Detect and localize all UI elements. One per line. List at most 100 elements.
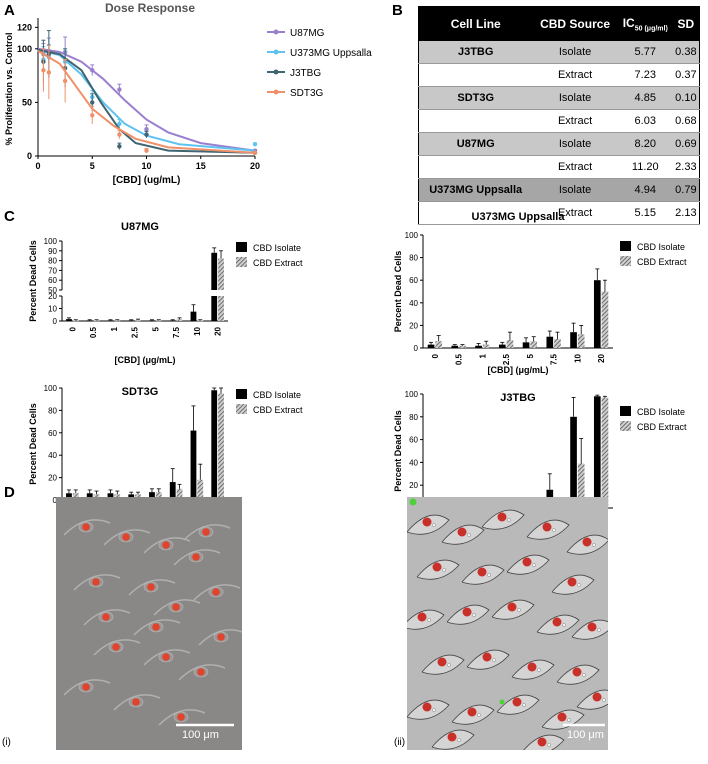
x-tick-label: 5 <box>90 161 95 171</box>
bar <box>218 296 224 321</box>
panel-letter-c: C <box>4 208 15 225</box>
y-tick-label: 100 <box>405 390 419 399</box>
vacuole <box>432 523 436 527</box>
nucleus <box>162 541 170 549</box>
bar <box>169 482 176 500</box>
vacuole <box>597 628 601 632</box>
cell-process <box>128 579 176 596</box>
series-line <box>37 50 256 154</box>
y-axis-label: Percent Dead Cells <box>28 403 38 485</box>
bar <box>218 393 224 500</box>
x-tick-label: 0 <box>431 353 440 358</box>
nucleus <box>467 707 477 717</box>
data-point <box>90 100 95 105</box>
microscopy-image-right-graphic <box>407 497 608 750</box>
vacuole <box>442 568 446 572</box>
nucleus <box>522 557 532 567</box>
vacuole <box>582 673 586 677</box>
header-cell-line: Cell Line <box>418 6 533 41</box>
bar <box>211 252 218 290</box>
nucleus <box>162 653 170 661</box>
nucleus <box>542 522 552 532</box>
vacuole <box>577 583 581 587</box>
legend-swatch <box>236 242 247 252</box>
x-tick-label: 5 <box>151 326 160 331</box>
y-tick-label: 50 <box>22 97 32 107</box>
data-point <box>252 142 258 147</box>
data-point <box>62 78 68 84</box>
ic50-cell-source: Extract <box>532 201 618 225</box>
y-tick-label: 40 <box>48 451 57 460</box>
data-point <box>90 68 95 73</box>
cell-process <box>113 694 161 711</box>
y-tick-label: 20 <box>409 321 418 330</box>
legend-label: SDT3G <box>290 88 324 99</box>
nucleus <box>457 527 467 537</box>
bar <box>459 345 466 348</box>
nucleus <box>437 657 447 667</box>
vacuole <box>517 608 521 612</box>
x-tick-label: 0 <box>68 326 77 331</box>
bar <box>482 344 490 348</box>
cells-group <box>407 509 608 750</box>
cell-process <box>133 619 181 636</box>
cell-process <box>178 664 226 681</box>
y-axis-label: Percent Dead Cells <box>28 240 38 322</box>
legend-label: CBD Extract <box>637 422 687 432</box>
y-tick-label: 0 <box>27 151 32 161</box>
nucleus <box>592 692 602 702</box>
data-point <box>144 148 149 153</box>
bar <box>86 493 93 500</box>
bar <box>211 390 218 500</box>
nucleus <box>422 702 432 712</box>
bar <box>176 319 183 321</box>
y-tick-label: 100 <box>44 384 58 393</box>
data-point <box>90 113 95 118</box>
legend-swatch <box>620 241 631 251</box>
legend-label: CBD Isolate <box>637 407 685 417</box>
y-tick-label: 40 <box>409 299 418 308</box>
ic50-row: J3TBG Isolate 5.77 0.38 <box>418 41 700 64</box>
nucleus <box>172 603 180 611</box>
ic50-row: Extract 5.15 2.13 <box>418 201 700 225</box>
ic50-cell-sd: 0.69 <box>672 132 700 156</box>
cell-process <box>63 679 111 696</box>
nucleus <box>537 737 547 747</box>
ic50-cell-source: Extract <box>532 109 618 133</box>
ic50-cell-ic50: 4.94 <box>617 178 673 202</box>
cell-process <box>83 609 131 626</box>
panel-letter-a: A <box>4 2 15 19</box>
legend-swatch <box>620 406 631 416</box>
microscopy-image-left: 100 μm <box>56 497 242 750</box>
ic50-cell-cell-line: U87MG <box>418 132 533 156</box>
bar <box>66 319 72 321</box>
ic50-row: Extract 6.03 0.68 <box>418 109 700 133</box>
data-point <box>46 70 52 75</box>
legend-swatch <box>236 404 247 414</box>
vacuole <box>487 573 491 577</box>
bar <box>155 320 162 322</box>
y-tick-label: 60 <box>48 429 57 438</box>
data-point <box>252 150 258 155</box>
bar <box>190 430 197 500</box>
x-tick-label: 7.5 <box>550 353 559 365</box>
image-label-ii: (ii) <box>394 737 406 748</box>
x-tick-label: 20 <box>597 353 606 362</box>
cell-process <box>158 709 206 726</box>
ic50-cell-sd: 0.10 <box>672 86 700 110</box>
bar <box>169 320 176 322</box>
nucleus <box>82 523 90 531</box>
x-tick-label: 20 <box>250 161 260 171</box>
cell-process <box>93 639 141 656</box>
legend-label: CBD Isolate <box>253 243 301 253</box>
y-tick-label: 10 <box>48 305 57 314</box>
nucleus <box>477 567 487 577</box>
data-point <box>117 144 122 149</box>
ic50-cell-sd: 0.68 <box>672 109 700 133</box>
bar <box>72 493 79 500</box>
vacuole <box>547 743 551 747</box>
green-cell <box>409 498 417 506</box>
bar <box>577 334 585 348</box>
bar <box>546 336 554 348</box>
